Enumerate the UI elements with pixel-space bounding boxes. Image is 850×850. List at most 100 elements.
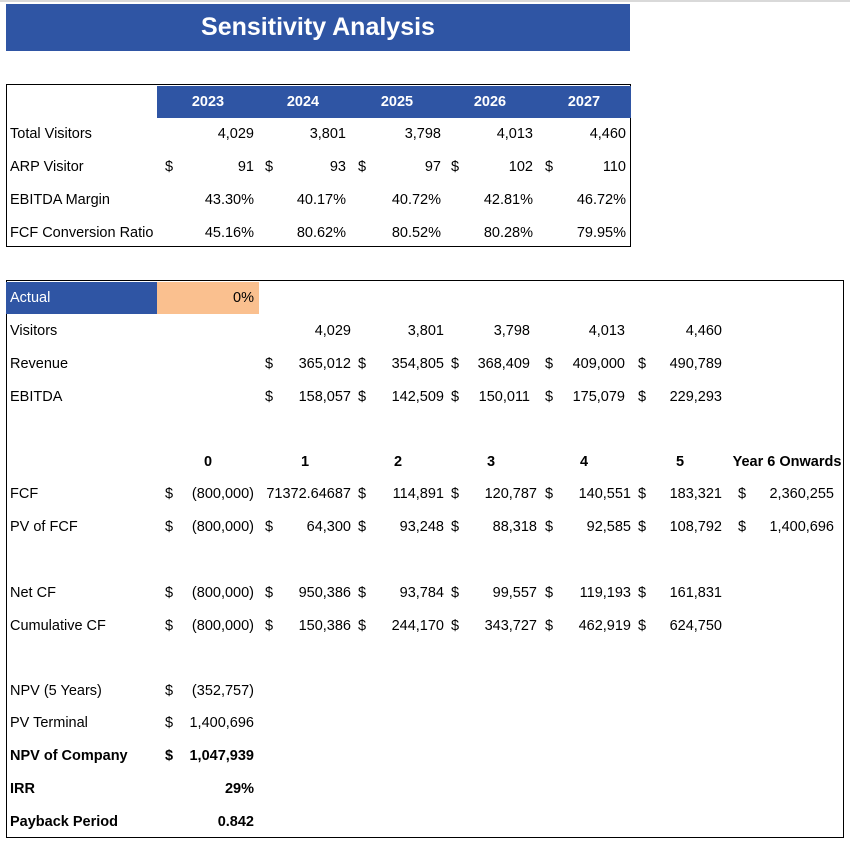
- currency-symbol: $: [265, 618, 274, 634]
- driver-value: 3,801: [309, 126, 346, 142]
- currency-symbol: $: [638, 389, 647, 405]
- cashflow-value: 343,727: [484, 618, 537, 634]
- period-header: 4: [579, 454, 589, 470]
- operation-value: 158,057: [298, 389, 351, 405]
- driver-value: 4,460: [589, 126, 626, 142]
- currency-symbol: $: [545, 585, 554, 601]
- operation-value: 3,798: [493, 323, 530, 339]
- currency-symbol: $: [545, 159, 554, 175]
- cashflow-value: 150,386: [298, 618, 351, 634]
- operation-row-label: Visitors: [10, 323, 58, 339]
- driver-row-label: ARP Visitor: [10, 159, 84, 175]
- currency-symbol: $: [358, 389, 367, 405]
- year-header-2025: 2025: [380, 94, 414, 110]
- cashflow-value: 88,318: [492, 519, 537, 535]
- operation-value: 365,012: [298, 356, 351, 372]
- operation-row-label: Revenue: [10, 356, 69, 372]
- driver-value: 4,029: [217, 126, 254, 142]
- driver-value: 45.16%: [204, 225, 254, 241]
- currency-symbol: $: [451, 585, 460, 601]
- cashflow-value: 244,170: [391, 618, 444, 634]
- currency-symbol: $: [451, 159, 460, 175]
- period-header: 5: [675, 454, 685, 470]
- currency-symbol: $: [638, 519, 647, 535]
- currency-symbol: $: [451, 618, 460, 634]
- cashflow-value: 624,750: [669, 618, 722, 634]
- summary-value: (352,757): [191, 683, 254, 699]
- currency-symbol: $: [165, 585, 174, 601]
- currency-symbol: $: [545, 356, 554, 372]
- operation-value: 354,805: [391, 356, 444, 372]
- currency-symbol: $: [165, 683, 174, 699]
- currency-symbol: $: [545, 389, 554, 405]
- currency-symbol: $: [165, 618, 174, 634]
- currency-symbol: $: [545, 519, 554, 535]
- currency-symbol: $: [265, 389, 274, 405]
- cashflow-value: 1,400,696: [769, 519, 834, 535]
- summary-value: 1,047,939: [189, 748, 254, 764]
- summary-value: 0.842: [217, 814, 254, 830]
- driver-value: 80.62%: [296, 225, 346, 241]
- driver-value: 91: [237, 159, 254, 175]
- cashflow-value: 71372.64687: [266, 486, 351, 502]
- currency-symbol: $: [265, 159, 274, 175]
- driver-row-label: Total Visitors: [10, 126, 92, 142]
- actual-value[interactable]: 0%: [157, 282, 259, 314]
- operation-value: 175,079: [572, 389, 625, 405]
- page-title: Sensitivity Analysis: [6, 4, 630, 51]
- driver-value: 43.30%: [204, 192, 254, 208]
- cashflow-value: 140,551: [578, 486, 631, 502]
- currency-symbol: $: [451, 486, 460, 502]
- cashflow-value: (800,000): [191, 519, 254, 535]
- summary-label: PV Terminal: [10, 715, 88, 731]
- cashflow-value: 950,386: [298, 585, 351, 601]
- cashflow-row-label: Net CF: [10, 585, 56, 601]
- currency-symbol: $: [545, 486, 554, 502]
- year-header-2023: 2023: [191, 94, 225, 110]
- cashflow-value: 64,300: [306, 519, 351, 535]
- driver-value: 42.81%: [483, 192, 533, 208]
- currency-symbol: $: [265, 356, 274, 372]
- period-header: Year 6 Onwards: [732, 454, 842, 470]
- cashflow-value: 120,787: [484, 486, 537, 502]
- cashflow-value: 183,321: [669, 486, 722, 502]
- operation-value: 368,409: [477, 356, 530, 372]
- driver-value: 102: [508, 159, 533, 175]
- cashflow-value: (800,000): [191, 618, 254, 634]
- actual-label: Actual: [6, 282, 157, 314]
- cashflow-row-label: FCF: [10, 486, 39, 502]
- driver-value: 80.28%: [483, 225, 533, 241]
- currency-symbol: $: [358, 618, 367, 634]
- summary-label: NPV of Company: [10, 748, 128, 764]
- cashflow-value: 462,919: [578, 618, 631, 634]
- period-header: 0: [203, 454, 213, 470]
- cashflow-value: (800,000): [191, 486, 254, 502]
- driver-value: 40.72%: [391, 192, 441, 208]
- currency-symbol: $: [358, 585, 367, 601]
- driver-value: 80.52%: [391, 225, 441, 241]
- currency-symbol: $: [738, 486, 747, 502]
- currency-symbol: $: [738, 519, 747, 535]
- operation-value: 4,013: [588, 323, 625, 339]
- year-header-2024: 2024: [286, 94, 320, 110]
- currency-symbol: $: [638, 486, 647, 502]
- cashflow-value: 161,831: [669, 585, 722, 601]
- currency-symbol: $: [358, 356, 367, 372]
- drivers-table: [6, 84, 631, 247]
- cashflow-value: 93,784: [399, 585, 444, 601]
- summary-label: NPV (5 Years): [10, 683, 102, 699]
- driver-value: 40.17%: [296, 192, 346, 208]
- operation-value: 4,029: [314, 323, 351, 339]
- currency-symbol: $: [451, 519, 460, 535]
- cashflow-value: 114,891: [392, 486, 444, 502]
- cashflow-row-label: Cumulative CF: [10, 618, 106, 634]
- currency-symbol: $: [638, 356, 647, 372]
- currency-symbol: $: [165, 486, 174, 502]
- cashflow-value: 108,792: [669, 519, 722, 535]
- operation-value: 229,293: [669, 389, 722, 405]
- summary-value: 29%: [224, 781, 254, 797]
- cashflow-value: 92,585: [586, 519, 631, 535]
- driver-row-label: FCF Conversion Ratio: [10, 225, 154, 241]
- operation-value: 142,509: [391, 389, 444, 405]
- currency-symbol: $: [358, 486, 367, 502]
